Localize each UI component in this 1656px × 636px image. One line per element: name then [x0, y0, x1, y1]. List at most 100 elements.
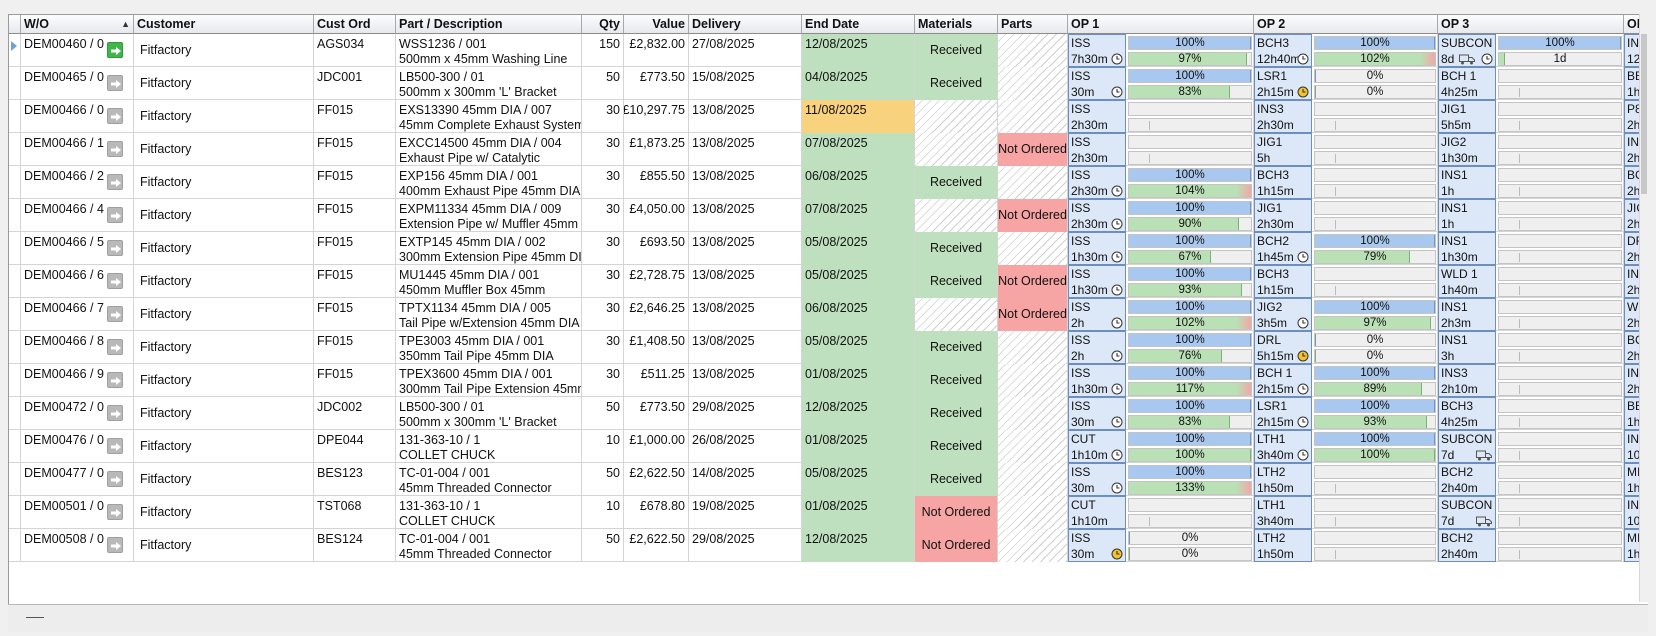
operation-cell[interactable]: LSR1 2h15m 0% 0%: [1254, 67, 1438, 100]
wo-cell[interactable]: DEM00466 / 6: [21, 265, 134, 298]
col-header-customer[interactable]: Customer: [134, 15, 314, 34]
table-row[interactable]: DEM00508 / 0 Fitfactory BES124 TC-01-004 / …: [9, 529, 1648, 562]
table-row[interactable]: DEM00477 / 0 Fitfactory BES123 TC-01-004 / …: [9, 463, 1648, 496]
operation-box[interactable]: JIG2 1h30m: [1438, 133, 1496, 166]
wo-cell[interactable]: DEM00476 / 0: [21, 430, 134, 463]
operation-box[interactable]: CUT 1h10m: [1068, 496, 1126, 529]
open-work-order-icon[interactable]: [107, 240, 123, 256]
row-selector[interactable]: [9, 100, 21, 133]
operation-cell[interactable]: LTH1 3h40m 100% 100%: [1254, 430, 1438, 463]
operation-cell[interactable]: JIG1 5h: [1254, 133, 1438, 166]
operation-cell[interactable]: WLD 1 1h40m: [1438, 265, 1624, 298]
wo-cell[interactable]: DEM00460 / 0: [21, 34, 134, 67]
operation-cell[interactable]: ISS 1h30m 100% 67%: [1068, 232, 1254, 265]
operation-cell[interactable]: CUT 1h10m: [1068, 496, 1254, 529]
operation-box[interactable]: ISS 30m: [1068, 67, 1126, 100]
operation-cell[interactable]: LTH1 3h40m: [1254, 496, 1438, 529]
operation-cell[interactable]: ISS 1h30m 100% 117%: [1068, 364, 1254, 397]
open-work-order-icon[interactable]: [107, 471, 123, 487]
operation-box[interactable]: CUT 1h10m: [1068, 430, 1126, 463]
row-selector[interactable]: [9, 133, 21, 166]
operation-cell[interactable]: BCH3 1h15m: [1254, 265, 1438, 298]
table-row[interactable]: DEM00466 / 9 Fitfactory FF015 TPEX3600 45mm…: [9, 364, 1648, 397]
operation-cell[interactable]: ISS 2h 100% 102%: [1068, 298, 1254, 331]
operation-box[interactable]: BCH2 2h40m: [1438, 463, 1496, 496]
table-row[interactable]: DEM00472 / 0 Fitfactory JDC002 LB500-300 / …: [9, 397, 1648, 430]
operation-box[interactable]: LTH2 1h50m: [1254, 463, 1312, 496]
operation-cell[interactable]: LSR1 2h15m 100% 93%: [1254, 397, 1438, 430]
operation-box[interactable]: BCH 1 4h25m: [1438, 67, 1496, 100]
operation-cell[interactable]: ISS 30m 100% 133%: [1068, 463, 1254, 496]
col-header-qty[interactable]: Qty: [582, 15, 624, 34]
operation-box[interactable]: INS3 2h10m: [1438, 364, 1496, 397]
table-row[interactable]: DEM00460 / 0 Fitfactory AGS034 WSS1236 / 00…: [9, 34, 1648, 67]
operation-cell[interactable]: SUBCON 7d: [1438, 496, 1624, 529]
operation-cell[interactable]: BCH3 4h25m: [1438, 397, 1624, 430]
operation-box[interactable]: BCH3 12h40m: [1254, 34, 1312, 67]
row-selector[interactable]: [9, 430, 21, 463]
row-selector[interactable]: [9, 232, 21, 265]
row-selector[interactable]: [9, 331, 21, 364]
col-header-materials[interactable]: Materials: [915, 15, 998, 34]
col-header-value[interactable]: Value: [624, 15, 689, 34]
operation-cell[interactable]: LTH2 1h50m: [1254, 463, 1438, 496]
operation-box[interactable]: INS1 3h: [1438, 331, 1496, 364]
wo-cell[interactable]: DEM00466 / 7: [21, 298, 134, 331]
operation-cell[interactable]: BCH3 1h15m: [1254, 166, 1438, 199]
table-row[interactable]: DEM00476 / 0 Fitfactory DPE044 131-363-10 /…: [9, 430, 1648, 463]
row-selector[interactable]: [9, 199, 21, 232]
open-work-order-icon[interactable]: [107, 75, 123, 91]
operation-box[interactable]: LTH1 3h40m: [1254, 496, 1312, 529]
operation-cell[interactable]: BCH2 2h40m: [1438, 529, 1624, 562]
row-selector[interactable]: [9, 298, 21, 331]
wo-cell[interactable]: DEM00465 / 0: [21, 67, 134, 100]
wo-cell[interactable]: DEM00466 / 5: [21, 232, 134, 265]
wo-cell[interactable]: DEM00466 / 2: [21, 166, 134, 199]
operation-cell[interactable]: SUBCON 7d: [1438, 430, 1624, 463]
operation-box[interactable]: WLD 1 1h40m: [1438, 265, 1496, 298]
operation-box[interactable]: SUBCON 8d: [1438, 34, 1496, 67]
operation-cell[interactable]: ISS 2h30m: [1068, 100, 1254, 133]
wo-cell[interactable]: DEM00501 / 0: [21, 496, 134, 529]
operation-box[interactable]: ISS 2h30m: [1068, 166, 1126, 199]
operation-cell[interactable]: ISS 30m 0% 0%: [1068, 529, 1254, 562]
open-work-order-icon[interactable]: [107, 537, 123, 553]
col-header-end-date[interactable]: End Date: [802, 15, 915, 34]
operation-cell[interactable]: INS1 1h: [1438, 199, 1624, 232]
operation-box[interactable]: ISS 7h30m: [1068, 34, 1126, 67]
operation-box[interactable]: INS3 2h30m: [1254, 100, 1312, 133]
table-row[interactable]: DEM00466 / 0 Fitfactory FF015 EXS13390 45mm…: [9, 100, 1648, 133]
operation-cell[interactable]: ISS 2h30m 100% 90%: [1068, 199, 1254, 232]
operation-cell[interactable]: JIG2 1h30m: [1438, 133, 1624, 166]
wo-cell[interactable]: DEM00466 / 8: [21, 331, 134, 364]
open-work-order-icon[interactable]: [107, 174, 123, 190]
table-row[interactable]: DEM00466 / 2 Fitfactory FF015 EXP156 45mm D…: [9, 166, 1648, 199]
operation-cell[interactable]: BCH3 12h40m 100% 102%: [1254, 34, 1438, 67]
operation-box[interactable]: JIG2 3h5m: [1254, 298, 1312, 331]
table-row[interactable]: DEM00466 / 5 Fitfactory FF015 EXTP145 45mm …: [9, 232, 1648, 265]
row-selector[interactable]: [9, 265, 21, 298]
table-row[interactable]: DEM00466 / 7 Fitfactory FF015 TPTX1134 45mm…: [9, 298, 1648, 331]
operation-cell[interactable]: INS3 2h30m: [1254, 100, 1438, 133]
open-work-order-icon[interactable]: [107, 141, 123, 157]
operation-box[interactable]: ISS 30m: [1068, 397, 1126, 430]
row-selector[interactable]: [9, 67, 21, 100]
operation-cell[interactable]: INS1 1h30m: [1438, 232, 1624, 265]
open-work-order-icon[interactable]: [107, 273, 123, 289]
operation-box[interactable]: ISS 1h30m: [1068, 232, 1126, 265]
open-work-order-icon[interactable]: [107, 438, 123, 454]
col-header-op3[interactable]: OP 3: [1438, 15, 1624, 34]
table-row[interactable]: DEM00501 / 0 Fitfactory TST068 131-363-10 /…: [9, 496, 1648, 529]
operation-box[interactable]: BCH3 4h25m: [1438, 397, 1496, 430]
operation-cell[interactable]: ISS 2h30m 100% 104%: [1068, 166, 1254, 199]
operation-cell[interactable]: JIG1 2h30m: [1254, 199, 1438, 232]
operation-box[interactable]: SUBCON 7d: [1438, 430, 1496, 463]
operation-box[interactable]: ISS 2h30m: [1068, 199, 1126, 232]
operation-cell[interactable]: ISS 2h 100% 76%: [1068, 331, 1254, 364]
operation-box[interactable]: ISS 1h30m: [1068, 364, 1126, 397]
open-work-order-icon[interactable]: [107, 306, 123, 322]
operation-cell[interactable]: INS3 2h10m: [1438, 364, 1624, 397]
operation-box[interactable]: INS1 1h30m: [1438, 232, 1496, 265]
operation-box[interactable]: JIG1 5h5m: [1438, 100, 1496, 133]
col-header-parts[interactable]: Parts: [998, 15, 1068, 34]
